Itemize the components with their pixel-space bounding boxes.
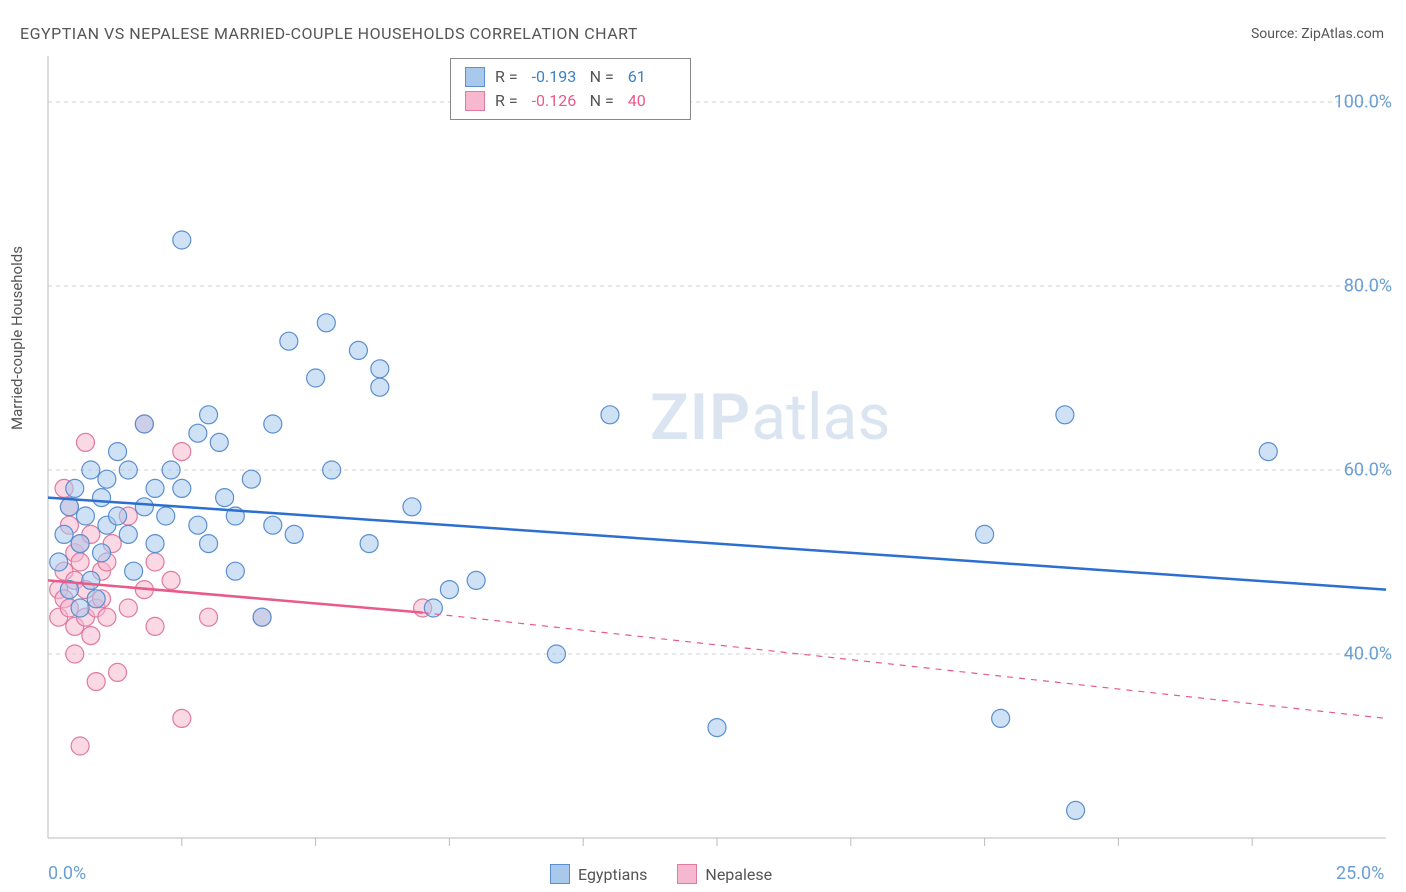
source-label: Source: ZipAtlas.com xyxy=(1251,26,1384,42)
n-value-nepalese: 40 xyxy=(628,89,676,113)
swatch-nepalese xyxy=(465,91,485,111)
scatter-plot xyxy=(0,0,1406,892)
chart-title: EGYPTIAN VS NEPALESE MARRIED-COUPLE HOUS… xyxy=(20,24,638,43)
legend-label-egyptians: Egyptians xyxy=(578,865,647,884)
y-tick-label: 60.0% xyxy=(1344,460,1392,481)
y-tick-label: 80.0% xyxy=(1344,276,1392,297)
swatch-egyptians-bottom xyxy=(550,864,570,884)
x-tick-label: 0.0% xyxy=(48,863,86,884)
y-tick-label: 40.0% xyxy=(1344,644,1392,665)
legend-row-egyptians: R = -0.193 N = 61 xyxy=(465,65,676,89)
source-prefix: Source: xyxy=(1251,26,1301,42)
n-label: N = xyxy=(590,89,614,113)
r-value-egyptians: -0.193 xyxy=(532,65,580,89)
correlation-legend: R = -0.193 N = 61 R = -0.126 N = 40 xyxy=(450,58,691,120)
legend-item-nepalese: Nepalese xyxy=(677,864,772,884)
n-value-egyptians: 61 xyxy=(628,65,676,89)
legend-row-nepalese: R = -0.126 N = 40 xyxy=(465,89,676,113)
chart-container: EGYPTIAN VS NEPALESE MARRIED-COUPLE HOUS… xyxy=(0,0,1406,892)
x-tick-label: 25.0% xyxy=(1336,863,1384,884)
r-label: R = xyxy=(495,89,518,113)
legend-item-egyptians: Egyptians xyxy=(550,864,647,884)
swatch-nepalese-bottom xyxy=(677,864,697,884)
y-tick-label: 100.0% xyxy=(1334,92,1392,113)
series-legend: Egyptians Nepalese xyxy=(550,864,772,884)
source-value: ZipAtlas.com xyxy=(1301,26,1384,42)
r-value-nepalese: -0.126 xyxy=(532,89,580,113)
y-axis-label: Married-couple Households xyxy=(8,246,26,430)
legend-label-nepalese: Nepalese xyxy=(705,865,772,884)
r-label: R = xyxy=(495,65,518,89)
swatch-egyptians xyxy=(465,67,485,87)
n-label: N = xyxy=(590,65,614,89)
